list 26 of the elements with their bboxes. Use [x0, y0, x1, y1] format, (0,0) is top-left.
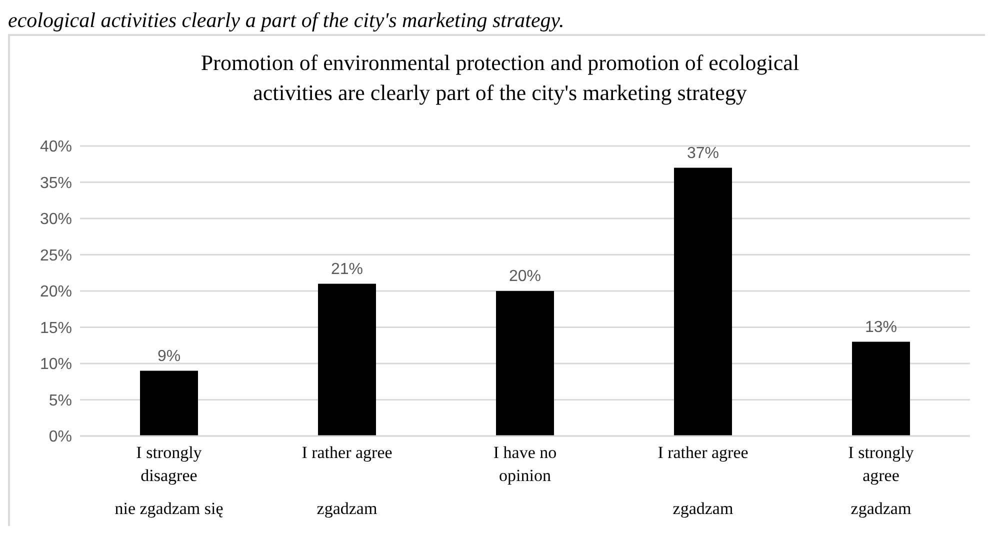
text: ecological activities clearly a part of the city's marketing strategy.	[8, 8, 564, 32]
x-tick-label: I strongly agree zgadzam	[848, 443, 914, 518]
bar	[496, 291, 554, 436]
x-tick-label: I strongly disagree nie zgadzam się	[114, 443, 224, 518]
y-tick-label: 35%	[40, 174, 72, 192]
y-tick-label: 40%	[40, 138, 72, 156]
bar	[140, 370, 198, 436]
data-label: 9%	[157, 348, 181, 365]
bar	[318, 284, 376, 436]
category-label: I rather agree zgadzam	[658, 443, 748, 518]
bar	[852, 342, 910, 436]
data-label: 21%	[330, 260, 364, 278]
y-tick-label: 30%	[40, 211, 72, 228]
bar	[674, 168, 732, 436]
y-tick-label: 5%	[48, 392, 72, 410]
category-label: I rather agree zgadzam	[302, 443, 392, 518]
y-tick-label: 10%	[40, 356, 72, 374]
data-label: 20%	[508, 268, 542, 285]
y-tick-label: 15%	[40, 320, 72, 337]
y-tick-label: 0%	[48, 428, 72, 446]
data-label: 13%	[864, 318, 898, 336]
x-tick-label: I have no opinion	[493, 443, 557, 485]
chart-title: Promotion of environmental protection and promotion of ecological activities are clearly part of the city's marketing strategy	[200, 49, 800, 107]
data-label: 37%	[686, 144, 720, 162]
y-tick-label: 20%	[40, 284, 72, 301]
y-tick-label: 25%	[40, 247, 72, 264]
